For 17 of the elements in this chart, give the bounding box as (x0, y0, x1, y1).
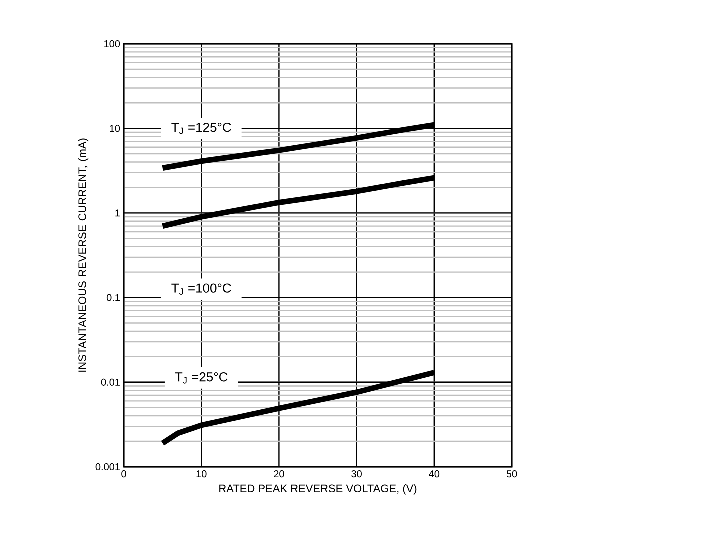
annotation: T$_{J}$ =25°C (175, 372, 228, 384)
x-axis-title: RATED PEAK REVERSE VOLTAGE, (V) (220, 484, 417, 495)
y-tick-label: 10 (110, 125, 120, 132)
y-tick-label: 100 (104, 40, 120, 48)
x-tick-label: 0 (122, 470, 126, 478)
x-tick-label: 10 (196, 470, 207, 478)
y-tick-label: 0.01 (101, 378, 120, 386)
annotation: T$_{J}$ =125°C (172, 122, 232, 134)
y-tick-label: 0.1 (106, 294, 120, 302)
y-axis-title: INSTANTANEOUS REVERSE CURRENT, (mA) (78, 138, 89, 372)
x-tick-label: 40 (429, 470, 440, 478)
x-tick-label: 30 (352, 470, 362, 478)
y-tick-label: 1 (116, 210, 120, 217)
x-tick-label: 20 (274, 470, 284, 478)
annotation: T$_{J}$ =100°C (172, 284, 232, 295)
x-tick-label: 50 (506, 470, 518, 478)
y-tick-label: 0.001 (96, 463, 120, 471)
